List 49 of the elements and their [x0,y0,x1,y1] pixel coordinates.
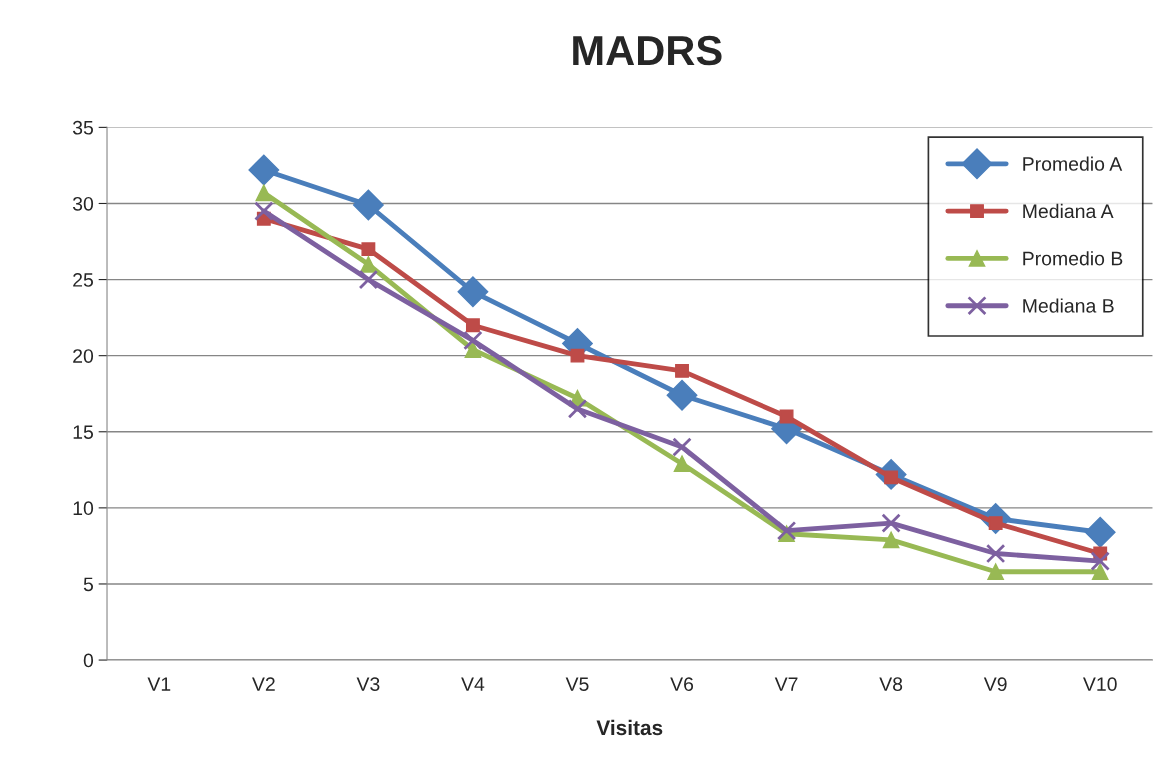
point [1084,516,1116,548]
point [987,563,1004,581]
x-tick-label: V4 [461,677,485,691]
x-tick-label: V5 [565,677,589,692]
y-tick-label: 10 [73,501,94,516]
point [457,276,489,308]
y-tick-label: 0 [83,653,94,668]
point [882,531,900,549]
point [254,201,274,221]
point [361,242,376,257]
point [666,379,698,411]
x-tick-label: V1 [147,677,171,691]
point [985,543,1006,564]
point [675,363,689,378]
point [255,184,273,202]
point [672,437,692,457]
legend-label: Mediana A [1023,203,1114,219]
point [465,318,480,333]
point [779,409,794,424]
point [673,455,691,473]
point [567,399,588,419]
point [570,348,585,363]
y-tick-label: 35 [72,120,94,135]
x-tick-label: V10 [1082,677,1117,692]
y-tick-label: 20 [73,349,94,363]
point [352,189,384,221]
legend-label: Mediana B [1023,298,1114,313]
x-tick-label: V7 [774,677,798,691]
x-tick-label: V9 [983,677,1007,692]
point [248,154,280,186]
chart-title: MADRS [573,35,722,66]
x-axis-title: Visitas [596,719,663,736]
y-tick-label: 25 [73,273,94,287]
x-tick-label: V6 [670,677,694,692]
legend-label: Promedio B [1023,251,1123,266]
point [1090,551,1110,571]
point [1091,563,1109,581]
x-tick-label: V8 [879,677,903,692]
y-tick-label: 30 [72,196,94,211]
point [464,341,482,358]
point [776,520,797,541]
y-tick-label: 5 [83,577,94,592]
point [358,269,379,290]
y-tick-label: 15 [73,425,94,440]
point [463,330,483,351]
legend-label: Promedio A [1023,156,1123,171]
x-tick-label: V2 [252,677,275,691]
x-tick-label: V3 [356,677,380,692]
point [881,513,901,533]
